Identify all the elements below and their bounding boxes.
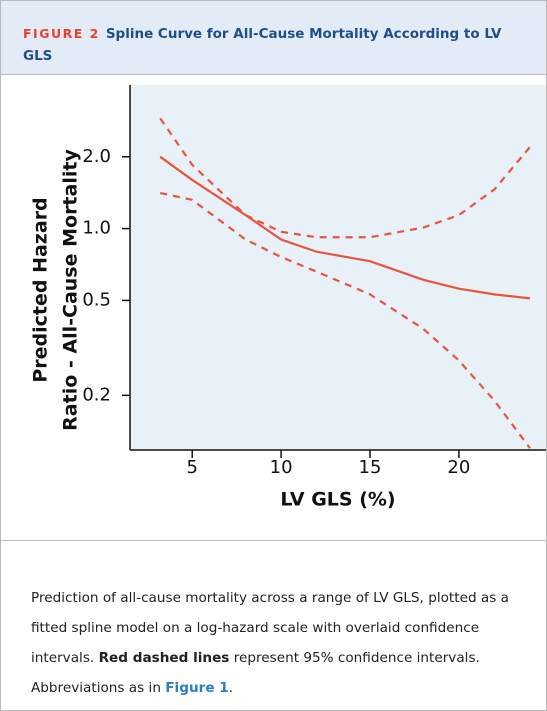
x-axis-label: LV GLS (%): [280, 489, 395, 511]
caption-link[interactable]: Figure 1: [165, 680, 229, 696]
x-tick-label: 20: [447, 457, 470, 478]
caption: Prediction of all-cause mortality across…: [1, 540, 546, 703]
figure-label: FIGURE 2: [23, 26, 100, 41]
y-tick-label: 2.0: [82, 146, 111, 167]
series-line: [159, 117, 531, 239]
figure-header: FIGURE 2 Spline Curve for All-Cause Morta…: [1, 1, 546, 75]
y-axis-label: Ratio - All-Cause Mortality: [60, 149, 82, 431]
caption-text: .: [228, 680, 234, 696]
series-line: [159, 155, 531, 300]
caption-text: Prediction of all-cause mortality across…: [31, 590, 509, 666]
y-tick-label: 1.0: [82, 218, 111, 239]
figure-title: Spline Curve for All-Cause Mortality Acc…: [23, 26, 502, 64]
x-tick-label: 15: [359, 457, 382, 478]
series-line: [159, 191, 531, 449]
x-tick-label: 5: [186, 457, 197, 478]
y-axis-label: Predicted Hazard: [30, 197, 52, 382]
chart: Predicted Hazard Ratio - All-Cause Morta…: [30, 85, 546, 511]
caption-text: represent 95% confidence intervals. Abbr…: [31, 650, 480, 696]
y-tick-label: 0.5: [82, 289, 111, 310]
plot-area: [130, 85, 546, 450]
y-tick-label: 0.2: [82, 384, 111, 405]
caption-bold: Red dashed lines: [98, 650, 230, 666]
x-tick-label: 10: [270, 457, 293, 478]
